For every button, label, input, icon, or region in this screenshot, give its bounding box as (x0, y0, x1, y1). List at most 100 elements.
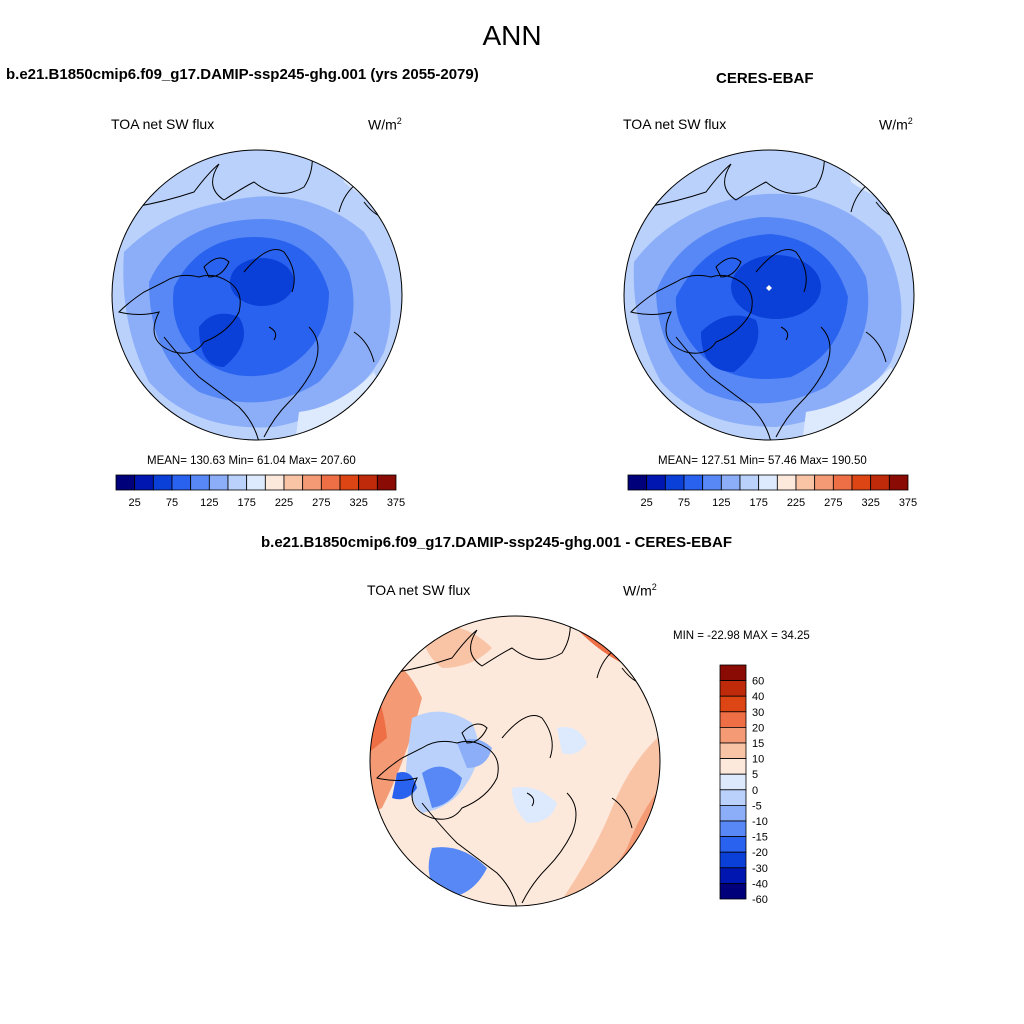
panel2-colorbar-box (870, 474, 890, 491)
panel3-coastlines (376, 617, 653, 906)
panel3-colorbar-tick-label: -60 (752, 894, 768, 904)
panel3-colorbar-tick-label: 40 (752, 691, 764, 703)
panel3-colorbar-box (719, 711, 747, 728)
panel1-colorbar-box (264, 474, 285, 491)
panel2-colorbar-box (627, 474, 648, 491)
panel3-colorbar-labels: 60 40 30 20 15 10 5 0 -5 -10 -15 -20 -30 -40 -60 (752, 676, 768, 904)
figure-title: ANN (482, 20, 542, 51)
panel2-colorbar-labels: 25 75 125 175 225 275 325 375 (641, 497, 918, 509)
panel2-colorbar-tick-label: 325 (861, 497, 879, 509)
panel3-colorbar-tick-label: -20 (752, 847, 768, 859)
panel1-colorbar-box (115, 474, 136, 491)
panel3-warm-east-stronger (632, 848, 660, 906)
panel2-pole-hole (766, 285, 772, 291)
panel1-colorbar-box (246, 474, 266, 491)
panel3-variable-label: TOA net SW flux (367, 582, 471, 598)
panel3-polar-map (369, 615, 661, 907)
panel2-colorbar-box (683, 474, 704, 491)
panel1-colorbar-tick-label: 25 (129, 497, 141, 509)
panel3-colorbar-tick-label: 30 (752, 707, 764, 719)
panel1-colorbar-tick-label: 175 (237, 497, 255, 509)
panel3-minmax: MIN = -22.98 MAX = 34.25 (673, 630, 810, 642)
panel3-colorbar: 60 40 30 20 15 10 5 0 -5 -10 -15 -20 -30 -40 -60 (719, 664, 768, 904)
panel3-cool-pale (512, 787, 557, 823)
panel3-cool-canada (406, 711, 479, 813)
panel1-colorbar-tick-label: 125 (200, 497, 218, 509)
panel2-stats: MEAN= 127.51 Min= 57.46 Max= 190.50 (658, 455, 867, 467)
panel2-colorbar-boxes (627, 474, 909, 491)
panel3-colorbar-box (719, 758, 747, 775)
panel1-colorbar-tick-label: 325 (349, 497, 367, 509)
panel2-colorbar-box (646, 474, 666, 491)
panel3-colorbar-tick-label: -40 (752, 878, 768, 890)
panel3-colorbar-box (719, 695, 747, 713)
panel2-units: W/m2 (879, 116, 913, 133)
panel3-colorbar-tick-label: -10 (752, 816, 768, 828)
panel3-colorbar-tick-label: -5 (752, 800, 762, 812)
panel1-colorbar-box (208, 474, 229, 491)
panel1-colorbar-box (302, 474, 322, 491)
panel3-colorbar-tick-label: 20 (752, 722, 764, 734)
panel1-colorbar-box (171, 474, 192, 491)
panel1-map-border (111, 149, 403, 441)
panel3-map-border (369, 615, 661, 907)
panel2-colorbar: 25 75 125 175 225 275 325 375 (627, 474, 918, 509)
panel1-title: b.e21.B1850cmip6.f09_g17.DAMIP-ssp245-gh… (6, 66, 479, 83)
panel3-colorbar-tick-label: 0 (752, 785, 758, 797)
panel2-colorbar-box (720, 474, 741, 491)
panel2-colorbar-tick-label: 225 (787, 497, 805, 509)
panel3-colorbar-box (719, 773, 747, 791)
panel2-colorbar-box (739, 474, 760, 491)
panel2-colorbar-box (851, 474, 872, 491)
panel3-units: W/m2 (623, 582, 657, 599)
panel2-colorbar-box (776, 474, 797, 491)
panel1-colorbar-box (376, 474, 397, 491)
panel1-colorbar-box (152, 474, 173, 491)
panel1-variable-label: TOA net SW flux (111, 116, 215, 132)
panel1-colorbar-box (227, 474, 248, 491)
panel3-colorbar-box (719, 867, 747, 884)
panel2-colorbar-box (702, 474, 722, 491)
panel1-colorbar-tick-label: 75 (166, 497, 178, 509)
panel2-greenland (701, 315, 759, 372)
panel3-base (370, 616, 660, 906)
panel2-colorbar-tick-label: 75 (678, 497, 690, 509)
panel3-colorbar-box (719, 851, 747, 869)
panel3-title: b.e21.B1850cmip6.f09_g17.DAMIP-ssp245-gh… (261, 534, 732, 551)
panel3-colorbar-box (719, 789, 747, 806)
panel2-coastlines (630, 151, 907, 440)
panel1-coastlines (118, 151, 395, 440)
panel1-colorbar-box (134, 474, 154, 491)
panel2-colorbar-box (664, 474, 685, 491)
panel3-colorbar-tick-label: 10 (752, 754, 764, 766)
panel2-colorbar-tick-label: 375 (899, 497, 917, 509)
panel2-colorbar-tick-label: 175 (749, 497, 767, 509)
panel1-colorbar-box (339, 474, 360, 491)
panel3-colorbar-box (719, 680, 747, 697)
panel1-colorbar-tick-label: 275 (312, 497, 330, 509)
panel3-colorbar-box (719, 882, 747, 900)
panel2-colorbar-box (758, 474, 778, 491)
panel3-colorbar-box (719, 804, 747, 822)
panel3-colorbar-box (719, 664, 747, 682)
panel1-units: W/m2 (368, 116, 402, 133)
panel1-colorbar-labels: 25 75 125 175 225 275 325 375 (129, 497, 406, 509)
panel3-colorbar-box (719, 836, 747, 853)
panel2-colorbar-tick-label: 25 (641, 497, 653, 509)
panel1-polar-map (111, 149, 403, 441)
panel3-colorbar-tick-label: 15 (752, 738, 764, 750)
panel2-colorbar-box (888, 474, 909, 491)
panel1-colorbar-tick-label: 375 (387, 497, 405, 509)
panel3-colorbar-box (719, 820, 747, 838)
panel3-cool-pale-2 (557, 727, 587, 755)
panel3-colorbar-tick-label: -30 (752, 863, 768, 875)
panel3-cool-south (428, 847, 487, 898)
panel3-colorbar-tick-label: 60 (752, 676, 764, 688)
panel2-colorbar-box (814, 474, 834, 491)
panel2-variable-label: TOA net SW flux (623, 116, 727, 132)
panel1-colorbar-box (320, 474, 341, 491)
panel1-stats: MEAN= 130.63 Min= 61.04 Max= 207.60 (147, 455, 356, 467)
panel3-colorbar-box (719, 727, 747, 744)
panel3-colorbar-tick-label: 5 (752, 769, 758, 781)
panel2-map-border (623, 149, 915, 441)
